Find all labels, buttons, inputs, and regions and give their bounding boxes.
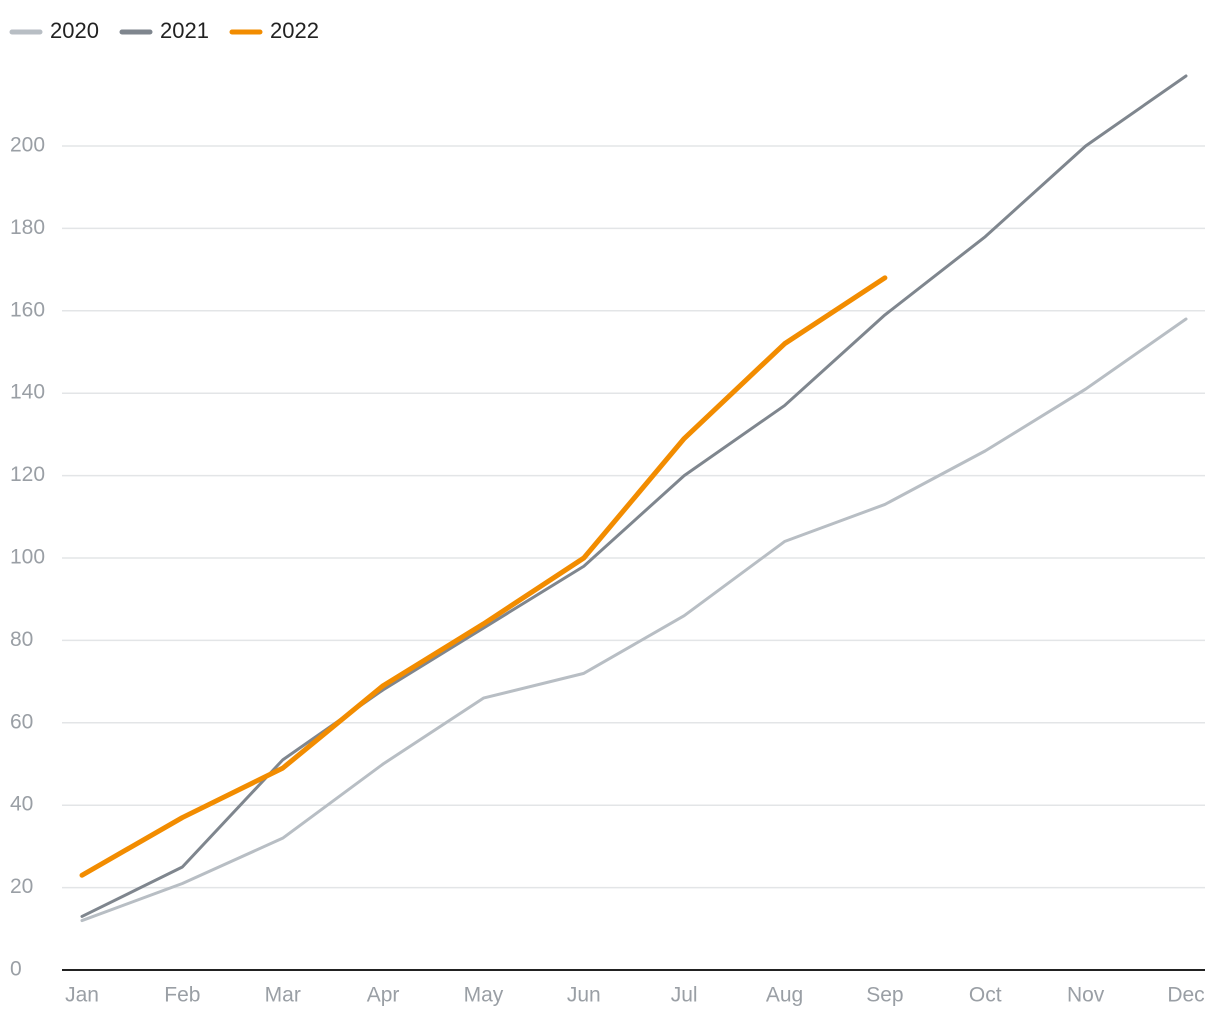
y-tick-label: 200 bbox=[10, 134, 45, 157]
x-tick-label: Dec bbox=[1167, 984, 1204, 1007]
x-tick-label: Aug bbox=[766, 984, 803, 1007]
y-tick-label: 20 bbox=[10, 875, 33, 898]
x-tick-label: Sep bbox=[866, 984, 903, 1007]
x-tick-label: Jan bbox=[65, 984, 99, 1007]
y-tick-label: 120 bbox=[10, 463, 45, 486]
legend-label: 2021 bbox=[160, 18, 209, 43]
x-tick-label: Mar bbox=[265, 984, 301, 1007]
y-tick-label: 100 bbox=[10, 546, 45, 569]
x-tick-label: Oct bbox=[969, 984, 1002, 1007]
y-tick-label: 180 bbox=[10, 216, 45, 239]
y-tick-label: 140 bbox=[10, 381, 45, 404]
y-tick-label: 40 bbox=[10, 793, 33, 816]
x-tick-label: Jun bbox=[567, 984, 601, 1007]
x-tick-label: Apr bbox=[367, 984, 400, 1007]
y-tick-label: 160 bbox=[10, 298, 45, 321]
y-tick-label: 60 bbox=[10, 710, 33, 733]
x-tick-label: Feb bbox=[164, 984, 200, 1007]
line-series bbox=[79, 275, 888, 878]
x-tick-label: Nov bbox=[1067, 984, 1105, 1007]
line-series bbox=[80, 317, 1188, 923]
legend-label: 2020 bbox=[50, 18, 99, 43]
x-tick-label: Jul bbox=[671, 984, 698, 1007]
x-tick-label: May bbox=[464, 984, 504, 1007]
y-tick-label: 80 bbox=[10, 628, 33, 651]
legend-label: 2022 bbox=[270, 18, 319, 43]
y-tick-label: 0 bbox=[10, 958, 22, 981]
